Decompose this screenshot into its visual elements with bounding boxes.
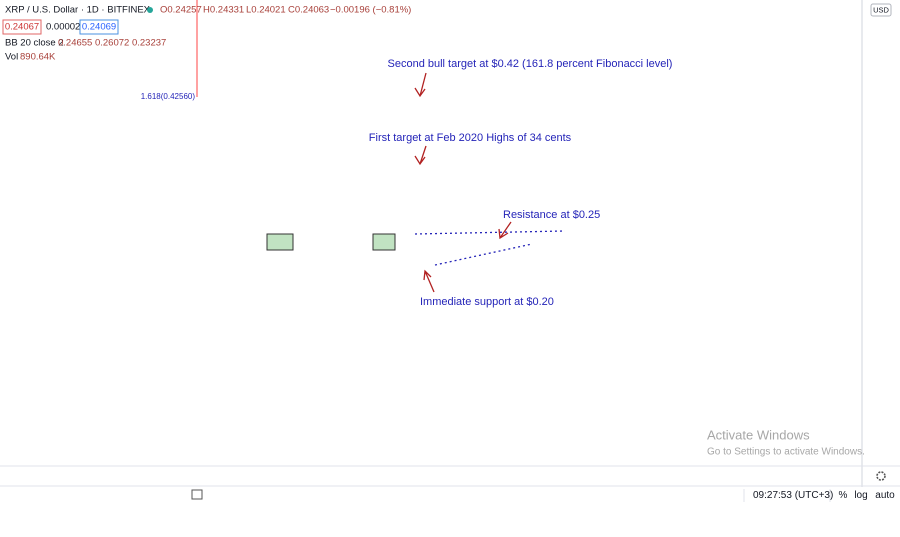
fib-extension-label: 1.618(0.42560): [141, 92, 196, 101]
bid-box[interactable]: [2, 19, 42, 35]
option[interactable]: auto: [875, 490, 895, 501]
arrows: [414, 72, 512, 293]
watermark-text: Go to Settings to activate Windows.: [707, 447, 865, 458]
arrow: [423, 269, 435, 293]
arrow: [498, 221, 512, 240]
bid: 0.24067: [5, 22, 39, 33]
date-range-icon[interactable]: [191, 489, 203, 500]
highlight-box: [266, 233, 294, 251]
ask-box[interactable]: [79, 19, 119, 35]
ohlc: −0.00196 (−0.81%): [330, 5, 411, 16]
arrow: [414, 145, 427, 166]
vol-value: 890.64K: [20, 52, 56, 63]
ohlc: H0.24331: [203, 5, 244, 16]
symbol: XRP / U.S. Dollar · 1D · BITFINEX: [5, 5, 151, 16]
spread: 0.00002: [46, 22, 80, 33]
bb-label: BB 20 close 2: [5, 38, 64, 49]
settings-icon[interactable]: [876, 471, 886, 481]
watermark-title: Activate Windows: [707, 427, 810, 442]
annotation: Second bull target at $0.42 (161.8 perce…: [388, 58, 673, 70]
time: 09:27:53 (UTC+3): [753, 490, 833, 501]
option[interactable]: %: [839, 490, 848, 501]
trend-line: [434, 243, 533, 266]
ohlc: O0.24257: [160, 5, 202, 16]
ask: 0.24069: [82, 22, 116, 33]
highlight-box: [372, 233, 396, 251]
ohlc: C0.24063: [288, 5, 329, 16]
option[interactable]: log: [854, 490, 867, 501]
vol-label: Vol: [5, 52, 18, 63]
status-dot: [147, 7, 153, 13]
currency: USD: [873, 5, 889, 14]
annotation: First target at Feb 2020 Highs of 34 cen…: [369, 132, 572, 144]
bb-values: 0.24655 0.26072 0.23237: [58, 38, 166, 49]
arrow: [414, 72, 427, 98]
trend-line: [414, 230, 566, 235]
ohlc: L0.24021: [246, 5, 286, 16]
currency-box[interactable]: [870, 3, 892, 17]
annotation: Immediate support at $0.20: [420, 296, 554, 308]
annotation: Resistance at $0.25: [503, 209, 600, 221]
